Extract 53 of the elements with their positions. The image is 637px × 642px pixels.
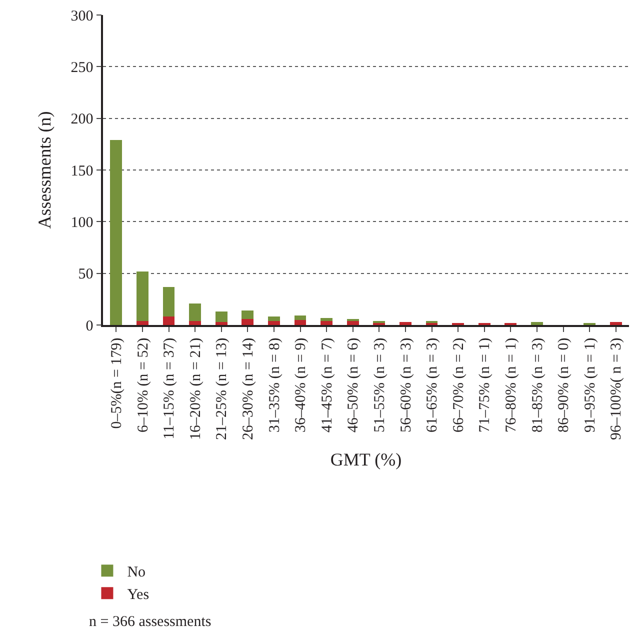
x-tick-label: 76–80% (n = 1) — [504, 338, 520, 432]
x-tick-label: 21–25% (n = 13) — [214, 338, 230, 440]
bar — [400, 322, 412, 325]
y-tick-label: 50 — [78, 266, 94, 283]
y-tick-label: 250 — [70, 60, 94, 76]
x-tick-label: 6–10% (n = 52) — [135, 338, 152, 432]
y-tick-label: 100 — [70, 214, 94, 231]
x-tick-label: 46–50% (n = 6) — [346, 338, 362, 432]
x-tick-label: 36–40% (n = 9) — [293, 338, 310, 432]
x-tick-label: 61–65% (n = 3) — [424, 338, 441, 432]
x-tick-label: 26–30% (n = 14) — [240, 338, 257, 440]
x-tick-label: 81–85% (n = 3) — [530, 338, 546, 432]
bar — [320, 320, 332, 325]
text: n = 366 assessments — [89, 614, 212, 630]
legend-label: No — [127, 564, 146, 580]
bar — [189, 320, 201, 325]
x-tick-label: 71–75% (n = 1) — [477, 338, 494, 432]
bar — [346, 320, 359, 325]
bar — [242, 318, 254, 325]
x-tick-label: 41–45% (n = 7) — [319, 338, 336, 432]
bar — [189, 303, 201, 321]
y-tick-label: 150 — [70, 163, 94, 180]
bar — [162, 286, 175, 317]
x-tick-label: 31–35% (n = 8) — [266, 338, 283, 432]
y-tick-label: 0 — [86, 318, 94, 334]
bar — [136, 320, 148, 325]
y-tick-label: 200 — [70, 112, 94, 128]
bar — [215, 322, 228, 325]
x-axis-title: GMT (%) — [330, 450, 402, 470]
bar — [531, 322, 543, 325]
bar — [242, 310, 254, 319]
bar — [110, 140, 122, 325]
x-tick-label: 66–70% (n = 2) — [450, 338, 467, 432]
y-tick-label: 300 — [70, 8, 94, 24]
bar — [136, 271, 148, 321]
legend-label: Yes — [127, 587, 150, 603]
bar — [320, 318, 332, 321]
x-tick-label: 91–95% (n = 1) — [582, 338, 598, 432]
y-axis-title: Assessments (n) — [34, 111, 54, 229]
bar — [268, 316, 280, 321]
bar — [294, 316, 306, 320]
x-tick-label: 16–20% (n = 21) — [188, 338, 204, 440]
x-tick-label: 0–5%(n = 179) — [109, 338, 126, 429]
x-tick-label: 51–55% (n = 3) — [372, 338, 388, 432]
bar — [215, 312, 228, 322]
bar — [610, 322, 622, 325]
x-tick-label: 86–90% (n = 0) — [556, 338, 572, 432]
bar — [162, 316, 175, 325]
x-tick-label: 96–100%( n = 3) — [608, 338, 625, 440]
bar — [294, 320, 306, 325]
bar — [268, 320, 280, 325]
x-tick-label: 11–15% (n = 37) — [162, 338, 178, 440]
x-tick-label: 56–60% (n = 3) — [398, 338, 414, 432]
